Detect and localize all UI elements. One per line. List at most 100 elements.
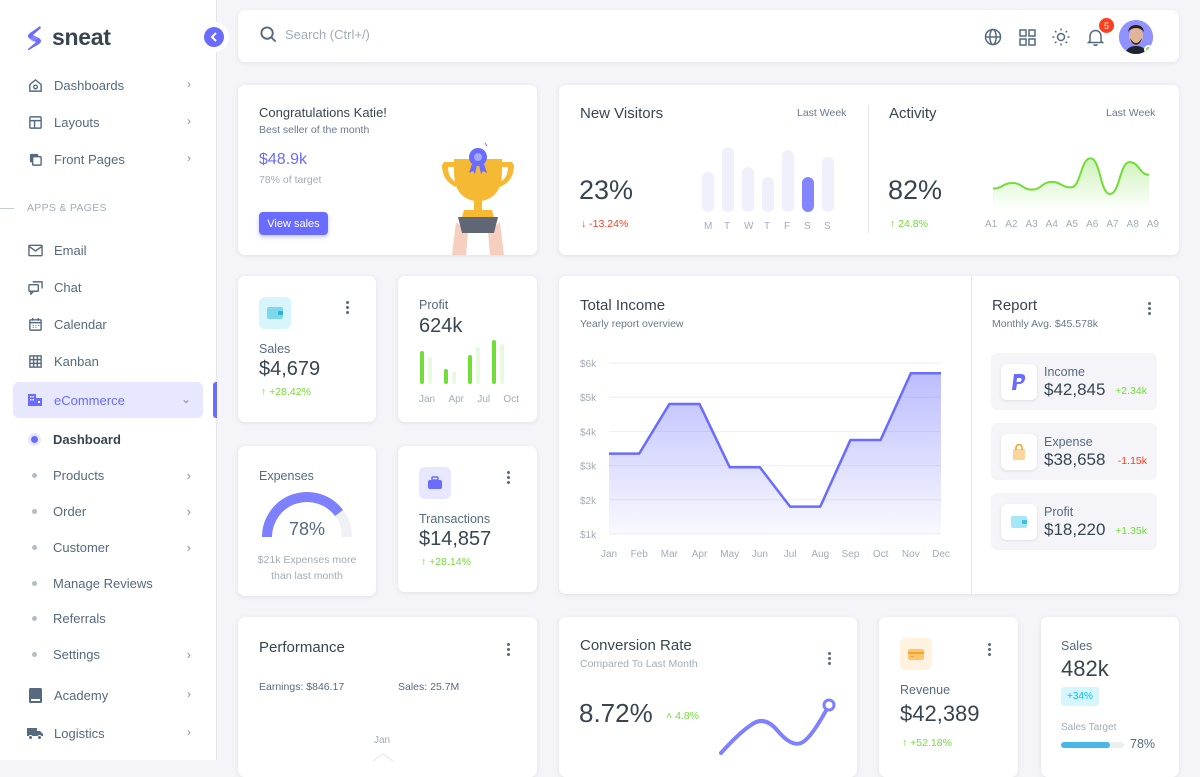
expenses-note: $21k Expenses more than last month (257, 554, 357, 582)
theme-sun-icon[interactable] (1051, 27, 1071, 47)
collapse-sidebar-button[interactable] (199, 22, 229, 52)
revenue-change: ↑ +52.18% (902, 737, 952, 749)
svg-text:$2k: $2k (580, 496, 597, 507)
svg-text:$1k: $1k (580, 530, 597, 541)
more-options-icon[interactable] (507, 471, 511, 484)
sidebar-item-chat[interactable]: Chat (13, 269, 203, 305)
sidebar-subitem-products[interactable]: Products › (13, 457, 203, 493)
performance-title: Performance (259, 639, 345, 656)
notification-badge: 5 (1099, 18, 1114, 33)
sidebar-item-dashboards[interactable]: Dashboards › (13, 67, 203, 103)
sales-value: $4,679 (259, 358, 321, 380)
shortcuts-grid-icon[interactable] (1017, 27, 1037, 47)
sidebar-item-email[interactable]: Email (13, 232, 203, 268)
sales-change-badge: +34% (1061, 687, 1099, 706)
revenue-label: Revenue (900, 683, 951, 697)
congrats-target: 78% of target (259, 174, 322, 186)
new-visitors-period: Last Week (797, 107, 847, 119)
radar-axis-label: Jan (374, 735, 391, 746)
sidebar-item-logistics[interactable]: Logistics › (13, 715, 203, 751)
sidebar-item-calendar[interactable]: Calendar (13, 306, 203, 342)
view-sales-button[interactable]: View sales (259, 212, 328, 235)
more-options-icon[interactable] (507, 643, 511, 656)
report-change: -1.15k (1117, 455, 1147, 467)
sidebar-item-academy[interactable]: Academy › (13, 677, 203, 713)
revenue-card: Revenue $42,389 ↑ +52.18% (879, 617, 1018, 777)
activity-period: Last Week (1106, 107, 1156, 119)
visitor-bar (722, 147, 734, 212)
chevron-right-icon: › (187, 151, 191, 165)
sidebar-item-ecommerce[interactable]: eCommerce ⌄ (13, 382, 203, 418)
bullet-icon (31, 436, 38, 443)
bullet-icon (32, 473, 37, 478)
trophy-icon (442, 142, 514, 255)
arrow-up-icon: ↑ (421, 556, 427, 568)
report-value: $42,845 (1044, 380, 1106, 399)
visitor-bar (802, 177, 814, 212)
sidebar-item-label: Manage Reviews (53, 575, 153, 591)
sidebar-subitem-manage-reviews[interactable]: Manage Reviews (13, 565, 203, 601)
sidebar-item-label: Calendar (54, 316, 107, 332)
sidebar-subitem-dashboard[interactable]: Dashboard (13, 421, 203, 457)
profit-bar (500, 344, 504, 384)
language-globe-icon[interactable] (983, 27, 1003, 47)
search-box[interactable]: Search (Ctrl+/) (260, 26, 370, 43)
more-options-icon[interactable] (1148, 302, 1152, 315)
sidebar-subitem-order[interactable]: Order › (13, 493, 203, 529)
activity-title: Activity (889, 105, 937, 122)
transactions-value: $14,857 (419, 528, 492, 550)
sidebar-item-label: Dashboards (54, 77, 125, 93)
conversion-value: 8.72% (579, 698, 653, 728)
sidebar-item-front-pages[interactable]: Front Pages › (13, 141, 203, 177)
sales-value: 482k (1061, 656, 1109, 681)
report-subtitle: Monthly Avg. $45.578k (992, 318, 1099, 330)
bullet-icon (32, 652, 37, 657)
sidebar-subitem-referrals[interactable]: Referrals (13, 600, 203, 636)
home-icon (27, 77, 43, 93)
svg-text:Oct: Oct (873, 549, 889, 560)
profit-axis: Jan Apr Jul Oct (419, 394, 519, 405)
user-avatar[interactable] (1119, 20, 1153, 54)
report-value: $38,658 (1044, 450, 1106, 469)
search-input[interactable]: Search (Ctrl+/) (285, 27, 370, 42)
calendar-icon (27, 316, 43, 332)
sidebar-item-label: Settings (53, 646, 100, 662)
more-options-icon[interactable] (828, 652, 832, 665)
conversion-line-chart (719, 698, 836, 755)
credit-card-icon (900, 638, 932, 670)
brand-name: sneat (52, 24, 111, 50)
new-visitors-title: New Visitors (580, 105, 664, 122)
sneat-logo-icon (27, 25, 41, 50)
brand-logo[interactable]: sneat (26, 24, 111, 51)
grid-icon (27, 353, 43, 369)
notification-bell-icon[interactable]: 5 (1085, 18, 1114, 47)
svg-text:Aug: Aug (811, 549, 829, 560)
arrow-up-icon: ↑ (261, 386, 267, 398)
divider (971, 276, 972, 594)
chevron-right-icon: › (186, 646, 191, 662)
activity-area-chart (992, 157, 1150, 210)
more-options-icon[interactable] (988, 643, 992, 656)
report-item-profit: Profit $18,220 +1.35k (991, 493, 1157, 550)
sales-change: ↑ +28.42% (261, 386, 311, 398)
sales-label: Sales (259, 342, 291, 356)
sidebar-item-layouts[interactable]: Layouts › (13, 104, 203, 140)
sidebar-item-label: Email (54, 242, 87, 258)
svg-text:$5k: $5k (580, 393, 597, 404)
profit-bar (476, 346, 480, 384)
svg-text:Jan: Jan (601, 549, 617, 560)
sidebar-subitem-customer[interactable]: Customer › (13, 529, 203, 565)
transactions-change: ↑ +28.14% (421, 556, 471, 568)
sidebar-item-kanban[interactable]: Kanban (13, 343, 203, 379)
svg-text:Dec: Dec (932, 549, 950, 560)
performance-sales: Sales: 25.7M (398, 681, 460, 693)
profit-bar (452, 371, 456, 384)
more-options-icon[interactable] (346, 301, 350, 314)
sales-target-progress (1061, 742, 1124, 748)
report-change: +2.34k (1115, 385, 1147, 397)
sidebar-subitem-settings[interactable]: Settings › (13, 636, 203, 672)
chevron-down-icon: ⌄ (180, 392, 191, 406)
chevron-left-icon (204, 27, 224, 47)
congrats-amount: $48.9k (259, 151, 308, 168)
total-income-subtitle: Yearly report overview (580, 318, 684, 330)
